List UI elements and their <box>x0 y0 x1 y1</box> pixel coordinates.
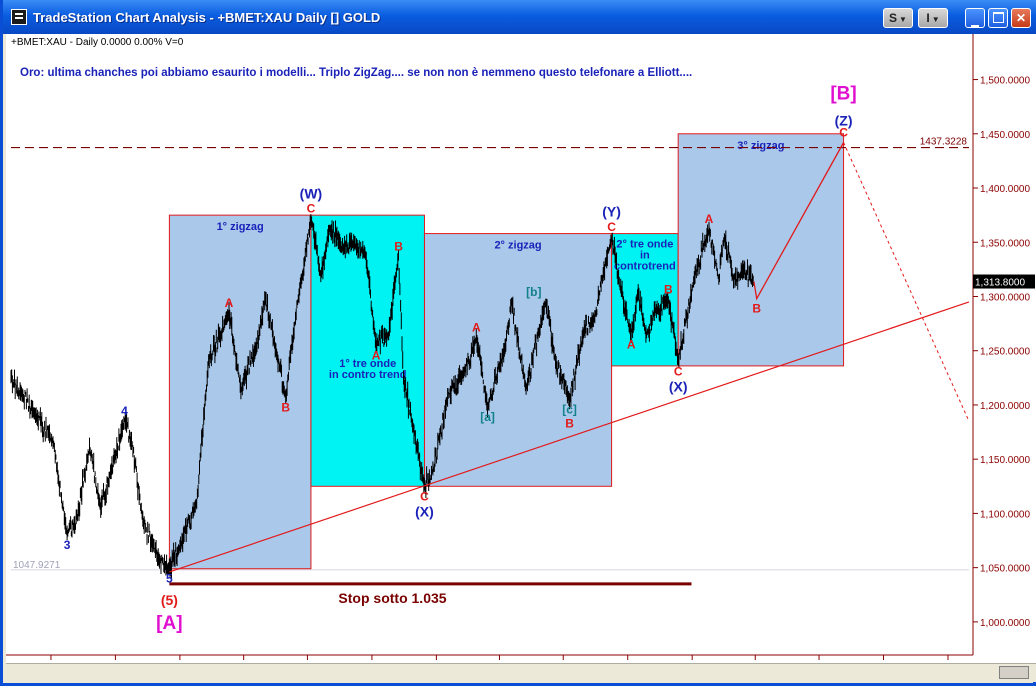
wave-label: 4 <box>121 404 128 418</box>
wave-label: B <box>394 239 403 253</box>
wave-label: A <box>627 337 636 351</box>
y-tick-label: 1,300.0000 <box>980 292 1030 303</box>
y-tick-label: 1,250.0000 <box>980 347 1030 358</box>
box-label: controtrend <box>614 261 676 273</box>
box-label: in <box>640 250 650 262</box>
box-label: in contro trend <box>329 369 407 381</box>
title-bar[interactable]: TradeStation Chart Analysis - +BMET:XAU … <box>3 0 1036 34</box>
box-label: 2° zigzag <box>494 240 541 252</box>
wave-box <box>677 133 845 367</box>
wave-label: (X) <box>669 379 688 395</box>
wave-label: [B] <box>830 84 856 105</box>
horizontal-scrollbar[interactable] <box>6 663 1036 682</box>
wave-label: A <box>372 348 381 362</box>
wave-label: 3 <box>64 538 71 552</box>
dashed-level-label: 1437.3228 <box>920 137 968 148</box>
box-label: 2° tre onde <box>616 239 673 251</box>
chevron-down-icon: ▼ <box>931 15 940 24</box>
y-tick-label: 1,000.0000 <box>980 618 1030 629</box>
wave-label: A <box>472 321 481 335</box>
box-label: 1° tre onde <box>339 358 396 370</box>
maximize-icon <box>992 12 1004 23</box>
wave-label: C <box>607 220 616 234</box>
wave-label: (X) <box>415 503 434 519</box>
wave-label: C <box>674 365 683 379</box>
wave-label: C <box>420 489 429 503</box>
wave-label: 5 <box>166 572 173 586</box>
wave-label: [b] <box>526 285 541 299</box>
close-icon: ✕ <box>1015 11 1027 25</box>
y-tick-label: 1,200.0000 <box>980 401 1030 412</box>
wave-label: A <box>705 212 714 226</box>
wave-box <box>310 214 425 487</box>
price-bars <box>10 214 754 579</box>
y-tick-label: 1,350.0000 <box>980 238 1030 249</box>
box-label: 1° zigzag <box>217 221 264 233</box>
wave-box <box>423 233 613 487</box>
low-level-label: 1047.9271 <box>13 560 61 571</box>
wave-label: B <box>664 283 673 297</box>
symbol-info: +BMET:XAU - Daily 0.0000 0.00% V=0 <box>11 37 184 48</box>
wave-label: [a] <box>480 410 495 424</box>
y-tick-label: 1,400.0000 <box>980 184 1030 195</box>
minimize-button[interactable] <box>965 8 985 28</box>
stop-line-label: Stop sotto 1.035 <box>338 590 446 606</box>
wave-label: B <box>752 302 761 316</box>
y-tick-label: 1,050.0000 <box>980 564 1030 575</box>
wave-label: C <box>307 201 316 215</box>
forecast-decline <box>843 142 970 422</box>
s-menu-label: S <box>889 11 898 25</box>
y-tick-label: 1,100.0000 <box>980 509 1030 520</box>
y-tick-label: 1,150.0000 <box>980 455 1030 466</box>
wave-label: (W) <box>300 185 323 201</box>
wave-label: (5) <box>161 592 178 608</box>
chevron-down-icon: ▼ <box>899 15 907 24</box>
horizontal-levels: 1437.3228 1047.9271 Stop sotto 1.035 <box>11 137 969 606</box>
wave-labels: 345(5)[A]ABC(W)ABC(X)A[a][b][c]BC(Y)ABC(… <box>64 84 857 635</box>
scroll-thumb[interactable] <box>999 666 1029 679</box>
s-menu-button[interactable]: S ▼ <box>883 8 913 28</box>
i-menu-label: I <box>926 11 930 25</box>
price-series <box>10 214 754 579</box>
wave-label: [c] <box>562 403 577 417</box>
support-trendline <box>169 301 970 573</box>
last-price-label: 1,313.8000 <box>975 278 1025 289</box>
analysis-lines <box>169 142 970 573</box>
maximize-button[interactable] <box>988 8 1008 28</box>
wave-label: [A] <box>156 613 182 634</box>
minimize-icon <box>971 25 979 27</box>
commentary-text: Oro: ultima chanches poi abbiamo esaurit… <box>20 67 692 79</box>
window-title: TradeStation Chart Analysis - +BMET:XAU … <box>33 10 381 25</box>
close-button[interactable]: ✕ <box>1011 8 1031 28</box>
wave-label: (Z) <box>835 113 853 129</box>
wave-label: B <box>565 417 574 431</box>
forecast-path <box>753 142 845 301</box>
last-price-tag <box>973 274 1035 289</box>
wave-label: (Y) <box>602 204 621 220</box>
chart-panel[interactable]: 1° zigzag 1° tre onde in contro trend 2° zi… <box>6 34 1036 674</box>
chart-app-icon[interactable] <box>11 9 27 25</box>
wave-label: C <box>839 125 848 139</box>
wave-label: A <box>225 296 234 310</box>
box-label: 3° zigzag <box>737 140 784 152</box>
i-menu-button[interactable]: I ▼ <box>918 8 948 28</box>
y-tick-label: 1,500.0000 <box>980 76 1030 87</box>
wave-label: B <box>281 400 290 414</box>
y-tick-label: 1,450.0000 <box>980 130 1030 141</box>
